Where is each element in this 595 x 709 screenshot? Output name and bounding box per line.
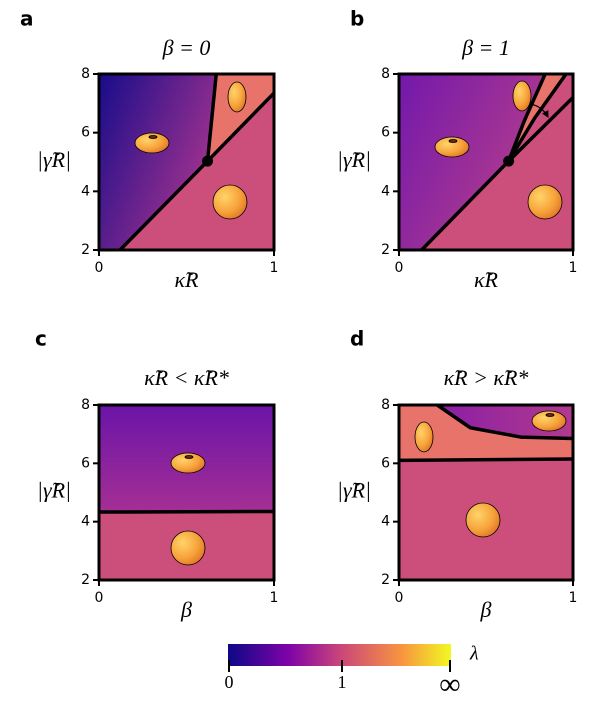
x-tick-label: 1 (569, 590, 578, 606)
y-tick-label: 6 (381, 455, 390, 471)
x-tick-label: 0 (395, 590, 404, 606)
y-axis-label: |γ̃R| (37, 147, 71, 172)
region (208, 74, 274, 161)
oblate-dimple (448, 139, 458, 143)
x-tick-label: 0 (395, 260, 404, 276)
x-tick-label: 0 (95, 590, 104, 606)
prolate-icon (512, 80, 532, 112)
panel-letter: a (20, 7, 34, 31)
plot-frame (397, 403, 575, 582)
y-tick-label: 4 (81, 183, 90, 199)
panel-letter: c (35, 327, 47, 351)
colorbar-tick-label: 1 (338, 672, 347, 692)
oblate-dimple (148, 135, 158, 139)
boundary-line (205, 73, 218, 162)
colorbar (228, 644, 451, 666)
y-axis-label: |γ̃R| (337, 478, 371, 503)
panel-letter: b (350, 7, 364, 31)
colorbar-ticks (228, 660, 451, 672)
y-tick-label: 2 (81, 572, 90, 588)
sphere-icon (212, 184, 248, 220)
critical-point (503, 155, 515, 167)
boundary-line (436, 403, 574, 441)
x-axis-label: β (180, 597, 192, 622)
boundary-line (506, 73, 547, 162)
icons (134, 80, 567, 566)
y-tick-label: 6 (381, 125, 390, 141)
x-tick-label: 1 (270, 260, 279, 276)
oblate-icon (170, 452, 206, 474)
sphere-icon (527, 184, 563, 220)
plot-frame (97, 403, 276, 582)
oblate-icon (134, 132, 170, 154)
y-tick-label: 8 (381, 66, 390, 82)
panel-title: β = 0 (162, 35, 211, 60)
x-axis-label: β (480, 597, 492, 622)
colorbar-label: λ (469, 643, 479, 665)
prolate-icon (227, 81, 247, 113)
panel-title: β = 1 (461, 35, 510, 60)
panel-title: κ̃R < κ̃R* (144, 365, 229, 390)
y-tick-label: 2 (381, 242, 390, 258)
oblate-dimple (545, 413, 555, 417)
panel-letter: d (350, 327, 364, 351)
y-tick-label: 2 (81, 242, 90, 258)
x-tick-label: 1 (270, 590, 279, 606)
y-tick-label: 6 (81, 125, 90, 141)
y-tick-label: 8 (81, 397, 90, 413)
plot-frame (97, 72, 276, 252)
x-tick-label: 1 (569, 260, 578, 276)
y-axis-label: |γ̃R| (37, 478, 71, 503)
y-tick-label: 8 (81, 66, 90, 82)
y-tick-label: 4 (81, 514, 90, 530)
y-axis-label: |γ̃R| (337, 147, 371, 172)
sphere-icon (170, 530, 206, 566)
colorbar-tick-label: 0 (225, 672, 234, 692)
y-tick-label: 4 (381, 183, 390, 199)
colorbar-tick-label: ∞ (439, 668, 460, 701)
y-tick-label: 8 (381, 397, 390, 413)
y-tick-label: 2 (381, 572, 390, 588)
x-tick-label: 0 (95, 260, 104, 276)
x-axis-label: κ̃R (474, 267, 499, 292)
region (99, 74, 217, 250)
boundary-line (507, 72, 568, 163)
critical-point (202, 155, 213, 167)
boundary-line (98, 509, 275, 514)
oblate-icon (531, 410, 567, 432)
plot-frame (397, 72, 575, 252)
oblate-dimple (184, 455, 194, 459)
prolate-icon (414, 421, 434, 453)
y-tick-label: 4 (381, 514, 390, 530)
y-tick-label: 6 (81, 455, 90, 471)
oblate-icon (434, 136, 470, 158)
sphere-icon (465, 502, 501, 538)
boundary-line (398, 457, 574, 463)
x-axis-label: κ̃R (175, 267, 200, 292)
panel-title: κ̃R > κ̃R* (444, 365, 529, 390)
region (399, 74, 545, 250)
